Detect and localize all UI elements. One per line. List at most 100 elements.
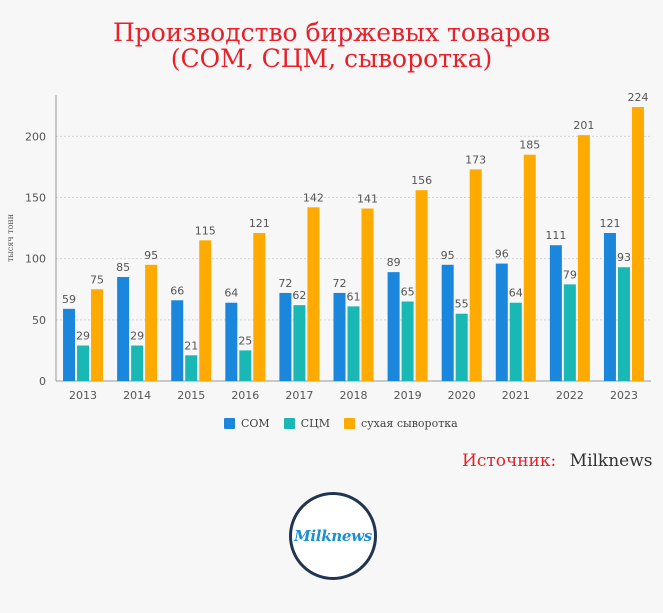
milknews-logo: Milknews (289, 492, 377, 580)
x-tick-label: 2023 (610, 389, 638, 402)
data-label: 142 (303, 191, 324, 204)
legend-label: СЦМ (300, 417, 330, 430)
bar-сухая сыворотка-2021 (523, 154, 536, 381)
data-label: 65 (401, 285, 415, 298)
legend-swatch (224, 418, 235, 429)
bar-СОМ-2017 (279, 292, 292, 381)
data-label: 72 (278, 277, 292, 290)
y-tick-label: 150 (25, 192, 46, 205)
data-label: 29 (76, 330, 90, 343)
source-line: Источник: Milknews (462, 451, 653, 471)
bar-сухая сыворотка-2018 (361, 208, 374, 381)
logo-text: Milknews (294, 527, 372, 545)
bar-сухая сыворотка-2020 (469, 169, 482, 381)
data-label: 121 (599, 217, 620, 230)
data-label: 21 (184, 339, 198, 352)
data-label: 96 (495, 248, 509, 261)
chart-title-line-2: (СОМ, СЦМ, сыворотка) (170, 44, 493, 73)
data-label: 62 (292, 289, 306, 302)
bar-СОМ-2016 (225, 302, 238, 381)
bar-СЦМ-2016 (239, 350, 252, 381)
data-label: 66 (170, 284, 184, 297)
legend-item: СОМ (224, 417, 270, 430)
bar-СОМ-2013 (63, 308, 76, 381)
bar-СОМ-2022 (549, 245, 562, 381)
chart-title-line-1: Производство биржевых товаров (112, 18, 551, 47)
data-label: 201 (573, 119, 594, 132)
data-label: 64 (509, 287, 523, 300)
bar-СЦМ-2019 (401, 301, 414, 381)
data-label: 64 (224, 287, 238, 300)
data-label: 75 (90, 273, 104, 286)
data-label: 141 (357, 193, 378, 206)
x-tick-label: 2022 (556, 389, 584, 402)
data-label: 156 (411, 174, 432, 187)
data-label: 85 (116, 261, 130, 274)
bar-СЦМ-2023 (617, 267, 630, 381)
legend: СОМ СЦМ сухая сыворотка (224, 417, 472, 430)
bar-сухая сыворотка-2019 (415, 190, 428, 381)
data-label: 29 (130, 330, 144, 343)
data-label: 121 (249, 217, 270, 230)
bar-СЦМ-2015 (185, 355, 198, 381)
bar-СЦМ-2021 (509, 302, 522, 381)
data-label: 173 (465, 153, 486, 166)
source-label: Источник: (462, 451, 557, 471)
data-label: 95 (441, 249, 455, 262)
chart-title: Производство биржевых товаров (СОМ, СЦМ,… (0, 20, 663, 72)
y-tick-label: 50 (32, 314, 46, 327)
bar-СЦМ-2013 (77, 345, 90, 381)
bar-сухая сыворотка-2022 (577, 135, 590, 381)
bar-СОМ-2018 (333, 292, 346, 381)
bar-СЦМ-2014 (131, 345, 144, 381)
bar-СОМ-2015 (171, 300, 184, 381)
legend-label: сухая сыворотка (360, 417, 458, 430)
data-label: 55 (455, 298, 469, 311)
x-tick-label: 2014 (123, 389, 151, 402)
legend-swatch (343, 418, 355, 429)
bar-СОМ-2023 (603, 232, 616, 381)
data-label: 185 (519, 139, 540, 152)
bar-сухая сыворотка-2023 (631, 107, 644, 381)
x-tick-label: 2018 (340, 389, 368, 402)
bar-сухая сыворотка-2015 (199, 240, 212, 381)
x-tick-label: 2013 (69, 389, 97, 402)
data-label: 115 (195, 224, 216, 237)
bar-СОМ-2019 (387, 272, 400, 381)
legend-label: СОМ (241, 417, 270, 430)
y-axis-label: тысяч тонн (6, 214, 15, 262)
data-label: 59 (62, 293, 76, 306)
x-tick-label: 2016 (231, 389, 259, 402)
bar-СЦМ-2017 (293, 305, 306, 381)
bar-chart: 0 50 100 150 200 тысяч тонн 59 29 75 2013 85 29 95 20… (6, 91, 651, 402)
bar-сухая сыворотка-2014 (145, 264, 158, 381)
data-label: 79 (563, 268, 577, 281)
data-label: 111 (545, 229, 566, 242)
bar-СЦМ-2018 (347, 306, 360, 381)
bar-СОМ-2014 (117, 277, 130, 381)
y-tick-label: 100 (25, 253, 46, 266)
bar-СЦМ-2020 (455, 313, 468, 381)
x-tick-label: 2017 (285, 389, 313, 402)
bar-СЦМ-2022 (563, 284, 576, 381)
data-label: 89 (387, 256, 401, 269)
bar-СОМ-2021 (495, 263, 508, 381)
bar-СОМ-2020 (441, 264, 454, 381)
bar-сухая сыворотка-2013 (91, 289, 104, 381)
legend-swatch (283, 418, 295, 429)
y-tick-label: 0 (39, 375, 46, 388)
x-tick-label: 2020 (448, 389, 476, 402)
bar-сухая сыворотка-2016 (253, 232, 266, 381)
data-label: 61 (347, 290, 361, 303)
x-tick-label: 2019 (394, 389, 422, 402)
x-tick-label: 2015 (177, 389, 205, 402)
data-label: 224 (627, 91, 648, 104)
data-label: 93 (617, 251, 631, 264)
data-label: 95 (144, 249, 158, 262)
data-label: 72 (333, 277, 347, 290)
data-label: 25 (238, 334, 252, 347)
legend-item: сухая сыворотка (343, 417, 458, 430)
x-tick-label: 2021 (502, 389, 530, 402)
bar-сухая сыворотка-2017 (307, 207, 320, 381)
legend-item: СЦМ (283, 417, 330, 430)
